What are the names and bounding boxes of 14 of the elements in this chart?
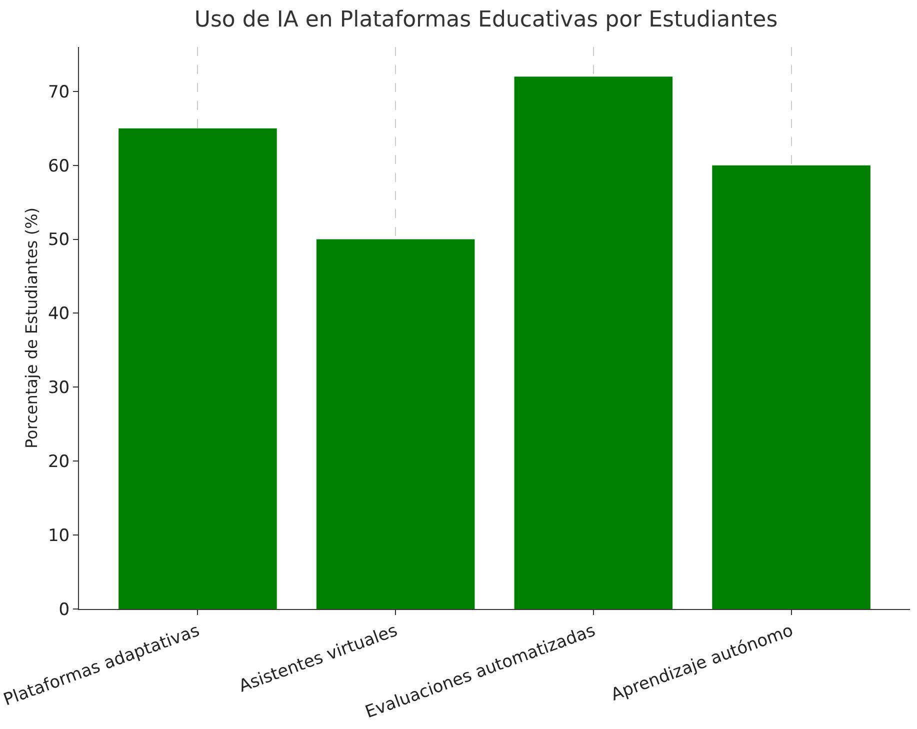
bar — [316, 239, 475, 609]
y-tick-label: 60 — [48, 156, 70, 176]
bar — [712, 165, 870, 609]
chart-title: Uso de IA en Plataformas Educativas por Estudiantes — [194, 7, 778, 32]
y-tick-label: 30 — [48, 378, 70, 398]
y-tick-label: 20 — [48, 452, 70, 472]
y-tick-label: 70 — [48, 82, 70, 102]
y-tick-label: 50 — [48, 230, 70, 250]
y-tick-label: 10 — [48, 526, 70, 546]
y-tick-label: 0 — [58, 600, 70, 620]
bar — [514, 76, 673, 609]
y-tick-label: 40 — [48, 304, 70, 324]
y-axis-title: Porcentaje de Estudiantes (%) — [22, 207, 41, 449]
bar — [118, 128, 277, 609]
